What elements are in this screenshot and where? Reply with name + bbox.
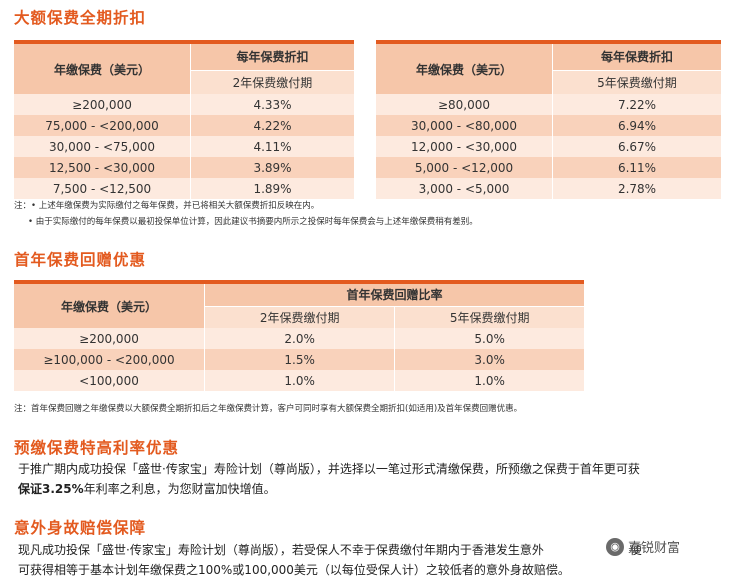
section3-line1: 于推广期内成功投保「盛世·传家宝」寿险计划（尊尚版），并选择以一笔过形式清缴保费…	[18, 462, 640, 476]
premium-cell: 30,000 - <75,000	[14, 136, 191, 157]
section3-title: 预缴保费特高利率优惠	[14, 439, 180, 457]
section2-title: 首年保费回赠优惠	[14, 251, 147, 269]
section4-title: 意外身故赔偿保障	[14, 519, 147, 537]
table-row: 30,000 - <75,000 4.11%	[14, 136, 354, 157]
rate-cell: 4.22%	[190, 115, 354, 136]
rate-cell: 2.78%	[552, 178, 721, 199]
rate-cell: 6.67%	[552, 136, 721, 157]
col-subheader-period: 5年保费缴付期	[552, 70, 721, 94]
table-row: ≥200,000 2.0% 5.0%	[14, 328, 584, 349]
premium-cell: 7,500 - <12,500	[14, 178, 191, 199]
col-header-discount: 每年保费折扣	[190, 44, 354, 71]
premium-cell: ≥200,000	[14, 94, 191, 115]
rate-cell: 2.0%	[203, 328, 395, 349]
premium-cell: 12,500 - <30,000	[14, 157, 191, 178]
premium-cell: 12,000 - <30,000	[376, 136, 553, 157]
table-row: ≥80,000 7.22%	[376, 94, 721, 115]
table-row: <100,000 1.0% 1.0%	[14, 370, 584, 391]
section4-line1-text: 现凡成功投保「盛世·传家宝」寿险计划（尊尚版），若受保人不幸于保费缴付年期内于香…	[18, 543, 544, 557]
col-subheader-period: 2年保费缴付期	[190, 70, 354, 94]
wechat-icon: ◉	[606, 537, 624, 556]
table-top-bar	[376, 40, 721, 44]
rate-cell: 3.0%	[394, 349, 584, 370]
premium-cell: <100,000	[14, 370, 205, 391]
rate-cell: 4.11%	[190, 136, 354, 157]
premium-cell: 3,000 - <5,000	[376, 178, 553, 199]
rebate-table: 年缴保费（美元） 首年保费回赠比率 2年保费缴付期 5年保费缴付期 ≥200,0…	[14, 280, 584, 391]
col-header-discount: 每年保费折扣	[552, 44, 721, 71]
section3-paragraph: 于推广期内成功投保「盛世·传家宝」寿险计划（尊尚版），并选择以一笔过形式清缴保费…	[18, 459, 723, 499]
guaranteed-rate-text: 保证3.25%	[18, 482, 84, 496]
rate-cell: 1.5%	[203, 349, 395, 370]
col-header-rebate-rate: 首年保费回赠比率	[204, 284, 584, 307]
premium-cell: ≥100,000 - <200,000	[14, 349, 205, 370]
rate-cell: 3.89%	[190, 157, 354, 178]
section3-line2: 保证3.25%年利率之利息，为您财富加快增值。	[18, 479, 723, 499]
col-subheader-5yr: 5年保费缴付期	[394, 306, 584, 328]
col-header-premium: 年缴保费（美元）	[376, 44, 553, 94]
table-row: 7,500 - <12,500 1.89%	[14, 178, 354, 199]
table-top-bar	[14, 40, 354, 44]
section4-line1: 现凡成功投保「盛世·传家宝」寿险计划（尊尚版），若受保人不幸于保费缴付年期内于香…	[18, 540, 723, 560]
table-top-bar	[14, 280, 584, 284]
table-row: 75,000 - <200,000 4.22%	[14, 115, 354, 136]
discount-table-5yr: 年缴保费（美元） 每年保费折扣 5年保费缴付期 ≥80,000 7.22% 30…	[376, 40, 721, 199]
rate-cell: 5.0%	[394, 328, 584, 349]
rate-cell: 4.33%	[190, 94, 354, 115]
rate-cell: 6.11%	[552, 157, 721, 178]
section2-note: 注：首年保费回赠之年缴保费以大额保费全期折扣后之年缴保费计算，客户可同时享有大额…	[14, 404, 523, 414]
table-row: 3,000 - <5,000 2.78%	[376, 178, 721, 199]
section1-note-2: • 由于实际缴付的每年保费以最初投保单位计算，因此建议书摘要内所示之投保时每年保…	[28, 217, 478, 227]
premium-cell: 5,000 - <12,000	[376, 157, 553, 178]
table-row: 30,000 - <80,000 6.94%	[376, 115, 721, 136]
section3-line2-rest: 年利率之利息，为您财富加快增值。	[83, 482, 276, 496]
table-row: ≥200,000 4.33%	[14, 94, 354, 115]
table-row: 12,000 - <30,000 6.67%	[376, 136, 721, 157]
section4-paragraph: 现凡成功投保「盛世·传家宝」寿险计划（尊尚版），若受保人不幸于保费缴付年期内于香…	[18, 540, 723, 580]
table-row: ≥100,000 - <200,000 1.5% 3.0%	[14, 349, 584, 370]
premium-cell: 30,000 - <80,000	[376, 115, 553, 136]
premium-cell: 75,000 - <200,000	[14, 115, 191, 136]
rate-cell: 7.22%	[552, 94, 721, 115]
section1-note-1: 注：• 上述年缴保费为实际缴付之每年保费，并已将相关大额保费折扣反映在内。	[14, 201, 320, 211]
col-header-premium: 年缴保费（美元）	[14, 44, 191, 94]
rate-cell: 6.94%	[552, 115, 721, 136]
section1-title: 大额保费全期折扣	[14, 9, 147, 27]
section4-line1-tail: 便	[629, 543, 642, 557]
table-row: 5,000 - <12,000 6.11%	[376, 157, 721, 178]
col-header-premium: 年缴保费（美元）	[14, 284, 205, 328]
rate-cell: 1.0%	[394, 370, 584, 391]
section4-line2: 可获得相等于基本计划年缴保费之100%或100,000美元（以每位受保人计）之较…	[18, 563, 570, 577]
rate-cell: 1.89%	[190, 178, 354, 199]
rate-cell: 1.0%	[203, 370, 395, 391]
table-row: 12,500 - <30,000 3.89%	[14, 157, 354, 178]
discount-table-2yr: 年缴保费（美元） 每年保费折扣 2年保费缴付期 ≥200,000 4.33% 7…	[14, 40, 354, 199]
watermark: ◉ 嘉锐财富	[606, 537, 680, 556]
premium-cell: ≥80,000	[376, 94, 553, 115]
col-subheader-2yr: 2年保费缴付期	[203, 306, 395, 328]
watermark-text: 嘉锐财富	[628, 541, 681, 556]
premium-cell: ≥200,000	[14, 328, 205, 349]
